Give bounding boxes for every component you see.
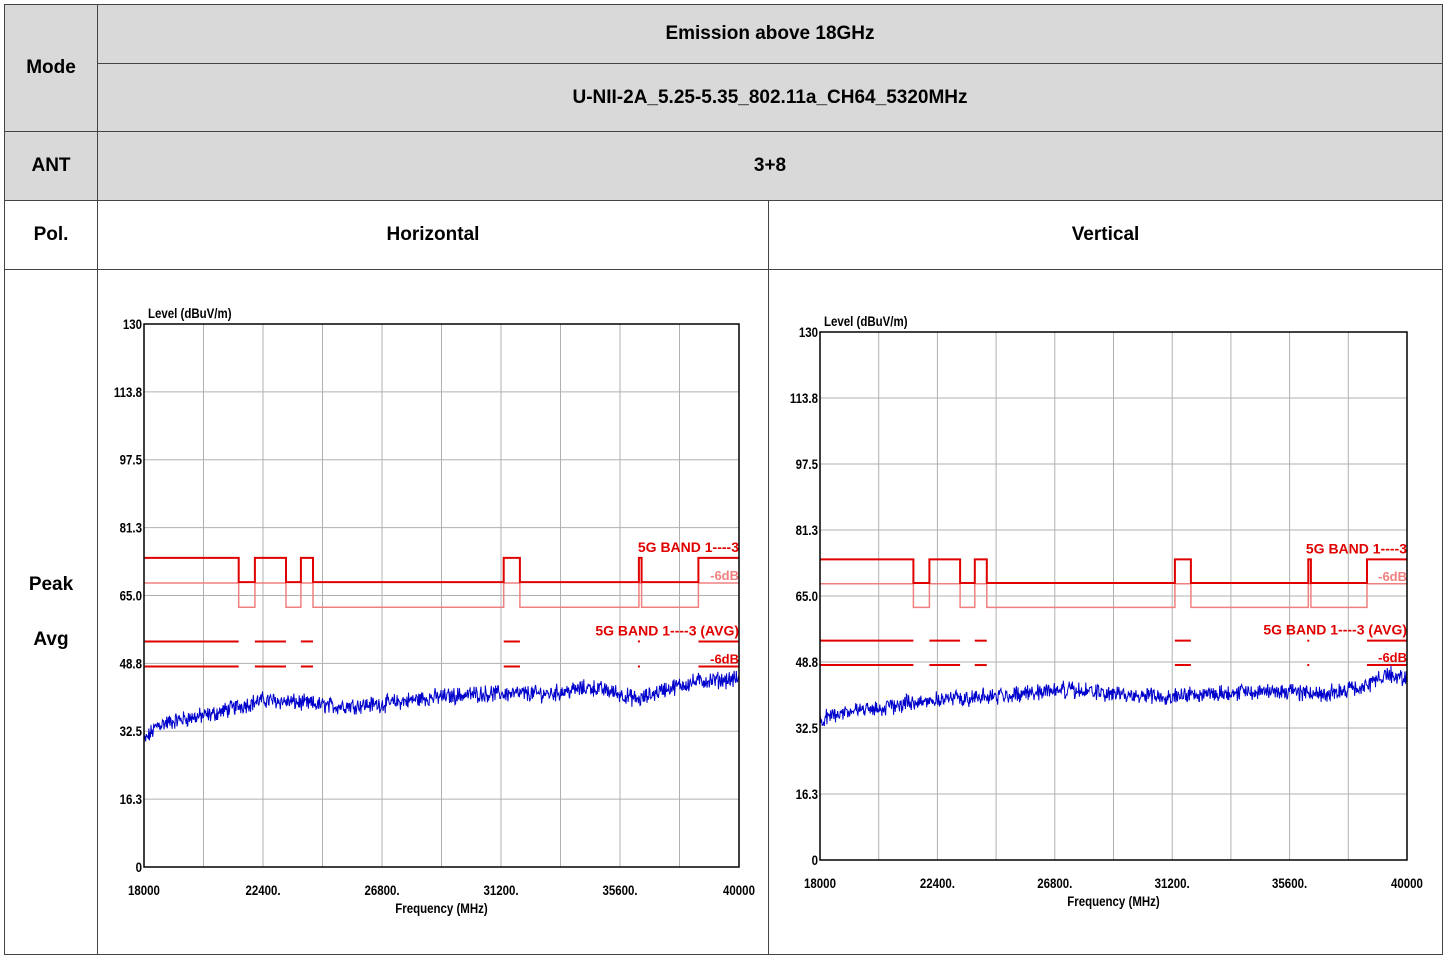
emission-title-cell: Emission above 18GHz (97, 4, 1443, 64)
mode-label: Mode (26, 57, 76, 78)
plot-frame (142, 323, 740, 868)
y-tick-labels: 130 113.8 97.5 81.3 65.0 48.8 32.5 16.3 0 (789, 324, 817, 868)
channel-title: U-NII-2A_5.25-5.35_802.11a_CH64_5320MHz (572, 86, 968, 108)
emission-title: Emission above 18GHz (665, 23, 875, 44)
channel-title-cell: U-NII-2A_5.25-5.35_802.11a_CH64_5320MHz (97, 63, 1443, 132)
peak-limit-label: 5G BAND 1----3 (637, 539, 738, 555)
x-tick-label: 26800. (1037, 875, 1072, 891)
measurement-trace (143, 670, 739, 742)
x-tick-label: 35600. (602, 882, 637, 898)
peak-label: Peak (28, 573, 74, 595)
ant-label: ANT (31, 155, 71, 176)
y-tick-label: 130 (122, 316, 141, 332)
vertical-plot-cell: 5G BAND 1----3 -6dB 5G BAND 1----3 (AVG) -6… (768, 269, 1443, 955)
y-tick-label: 48.8 (119, 655, 141, 671)
x-tick-label: 22400. (245, 882, 280, 898)
pol-horizontal: Horizontal (386, 224, 480, 245)
plot-frame (818, 331, 1408, 861)
limit-lines (143, 556, 739, 668)
ant-value-cell: 3+8 (97, 131, 1443, 201)
horizontal-plot-cell: 5G BAND 1----3 -6dB 5G BAND 1----3 (AVG) -6… (97, 269, 769, 955)
x-tick-label: 31200. (483, 882, 518, 898)
y-tick-label: 81.3 (119, 520, 141, 536)
peak-limit-minus6-line (143, 582, 739, 608)
x-tick-label: 18000 (128, 882, 160, 898)
pol-label-cell: Pol. (4, 200, 98, 270)
x-tick-label: 40000 (723, 882, 755, 898)
x-tick-label: 40000 (1391, 875, 1423, 891)
x-tick-labels: 18000 22400. 26800. 31200. 35600. 40000 (804, 875, 1423, 891)
ant-label-cell: ANT (4, 131, 98, 201)
horizontal-emission-chart: 5G BAND 1----3 -6dB 5G BAND 1----3 (AVG) -6… (113, 305, 755, 916)
peak-limit-line (143, 556, 739, 584)
peak-minus6-label: -6dB (710, 568, 739, 583)
y-tick-label: 32.5 (119, 723, 141, 739)
y-tick-label: 113.8 (789, 390, 817, 406)
x-tick-labels: 18000 22400. 26800. 31200. 35600. 40000 (128, 882, 755, 898)
y-tick-label: 97.5 (119, 452, 141, 468)
y-tick-labels: 130 113.8 97.5 81.3 65.0 48.8 32.5 16.3 0 (113, 316, 141, 875)
peak-limit-minus6-line (819, 583, 1407, 609)
y-tick-label: 113.8 (113, 384, 141, 400)
x-tick-label: 18000 (804, 875, 836, 891)
x-axis-label: Frequency (MHz) (395, 900, 487, 916)
avg-minus6-label: -6dB (1378, 650, 1407, 665)
avg-limit-label: 5G BAND 1----3 (AVG) (595, 622, 739, 638)
x-tick-label: 22400. (919, 875, 954, 891)
y-tick-label: 32.5 (795, 720, 817, 736)
peak-minus6-label: -6dB (1378, 569, 1407, 584)
grid-lines (143, 324, 739, 867)
avg-limit-label: 5G BAND 1----3 (AVG) (1263, 622, 1407, 638)
x-tick-label: 35600. (1272, 875, 1307, 891)
y-tick-label: 0 (135, 859, 141, 875)
y-tick-label: 16.3 (119, 791, 141, 807)
y-tick-label: 48.8 (795, 654, 817, 670)
x-tick-label: 31200. (1154, 875, 1189, 891)
y-tick-label: 16.3 (795, 786, 817, 802)
y-axis-label: Level (dBuV/m) (824, 313, 908, 329)
x-tick-label: 26800. (364, 882, 399, 898)
measurement-trace (819, 665, 1407, 727)
y-axis-label: Level (dBuV/m) (148, 305, 232, 321)
pol-vertical: Vertical (1071, 224, 1140, 245)
avg-minus6-label: -6dB (710, 652, 739, 667)
grid-lines (819, 332, 1407, 860)
y-tick-label: 65.0 (119, 587, 141, 603)
limit-labels: 5G BAND 1----3 -6dB 5G BAND 1----3 (AVG) -6… (1263, 540, 1407, 665)
limit-lines (819, 558, 1407, 667)
pol-vertical-cell: Vertical (768, 200, 1443, 270)
y-tick-label: 97.5 (795, 456, 817, 472)
x-axis-label: Frequency (MHz) (1067, 893, 1159, 909)
y-tick-label: 0 (811, 852, 817, 868)
ant-value: 3+8 (753, 155, 787, 176)
y-tick-label: 65.0 (795, 588, 817, 604)
emission-report-table: Mode Emission above 18GHz U-NII-2A_5.25-… (4, 4, 1443, 955)
peak-limit-line (819, 558, 1407, 584)
mode-label-cell: Mode (4, 4, 98, 132)
limit-labels: 5G BAND 1----3 -6dB 5G BAND 1----3 (AVG) -6… (595, 539, 739, 667)
pol-label: Pol. (33, 224, 69, 245)
pol-horizontal-cell: Horizontal (97, 200, 769, 270)
detector-label-cell: Peak Avg (4, 269, 98, 955)
y-tick-label: 130 (798, 324, 817, 340)
vertical-emission-chart: 5G BAND 1----3 -6dB 5G BAND 1----3 (AVG) -6… (789, 313, 1423, 909)
avg-label: Avg (33, 628, 69, 650)
y-tick-label: 81.3 (795, 522, 817, 538)
peak-limit-label: 5G BAND 1----3 (1305, 540, 1406, 556)
